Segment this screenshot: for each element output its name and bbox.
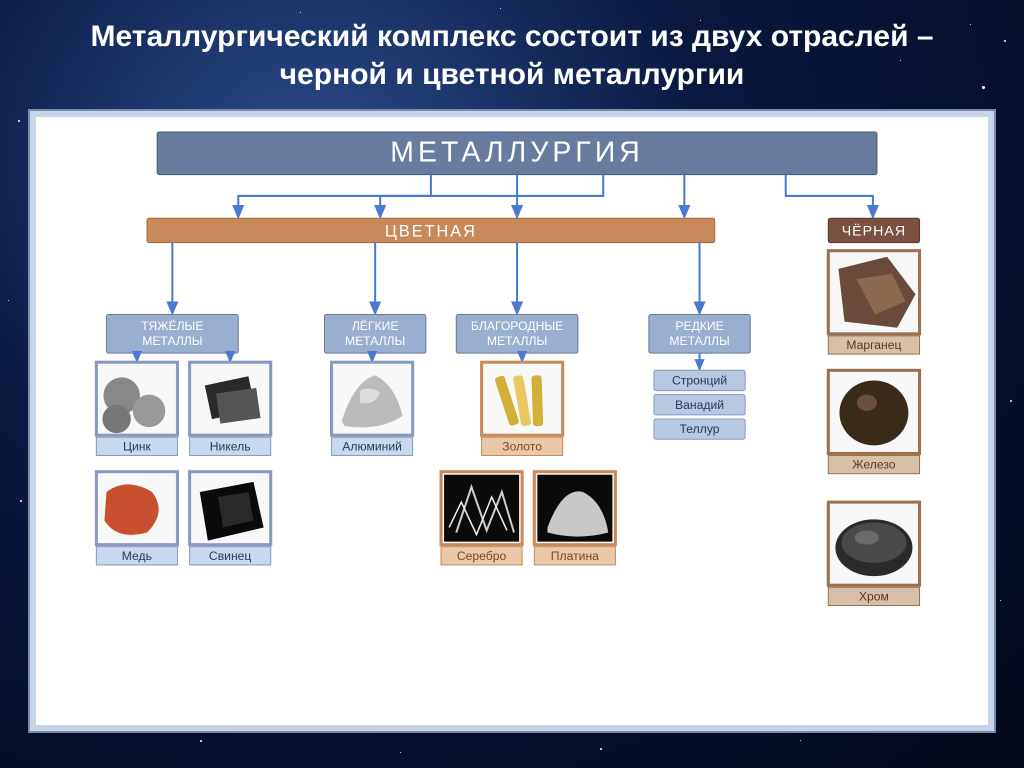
label-manganese: Марганец (846, 338, 901, 352)
label-gold: Золото (502, 439, 542, 453)
cat-rare-l2: МЕТАЛЛЫ (669, 334, 729, 348)
cat-noble-l1: БЛАГОРОДНЫЕ (471, 319, 563, 333)
cat-light-l2: МЕТАЛЛЫ (345, 334, 405, 348)
cat-noble-l2: МЕТАЛЛЫ (487, 334, 547, 348)
cat-rare-l1: РЕДКИЕ (675, 319, 723, 333)
cat-heavy-l1: ТЯЖЁЛЫЕ (141, 319, 203, 333)
branch-nonferrous: ЦВЕТНАЯ (385, 222, 477, 240)
label-zinc: Цинк (123, 439, 151, 453)
metallurgy-diagram: МЕТАЛЛУРГИЯ ЦВЕТНАЯ ЧЁРНАЯ ТЯЖЁЛЫЕ МЕТАЛ… (46, 127, 978, 715)
label-silver: Серебро (457, 549, 507, 563)
page-title: Металлургический комплекс состоит из дву… (0, 0, 1024, 105)
main-header: МЕТАЛЛУРГИЯ (390, 136, 644, 168)
label-lead: Свинец (209, 549, 252, 563)
rare-1: Ванадий (675, 398, 724, 412)
rare-0: Стронций (672, 374, 727, 388)
cat-light-l1: ЛЁГКИЕ (352, 319, 399, 333)
branch-ferrous: ЧЁРНАЯ (842, 222, 906, 239)
diagram-panel: МЕТАЛЛУРГИЯ ЦВЕТНАЯ ЧЁРНАЯ ТЯЖЁЛЫЕ МЕТАЛ… (30, 111, 994, 731)
cat-heavy-l2: МЕТАЛЛЫ (142, 334, 202, 348)
label-platinum: Платина (551, 549, 599, 563)
label-nickel: Никель (210, 439, 251, 453)
rare-2: Теллур (680, 422, 720, 436)
label-chrome: Хром (859, 589, 889, 603)
label-copper: Медь (122, 549, 152, 563)
label-iron: Железо (852, 458, 895, 472)
label-aluminium: Алюминий (342, 439, 402, 453)
